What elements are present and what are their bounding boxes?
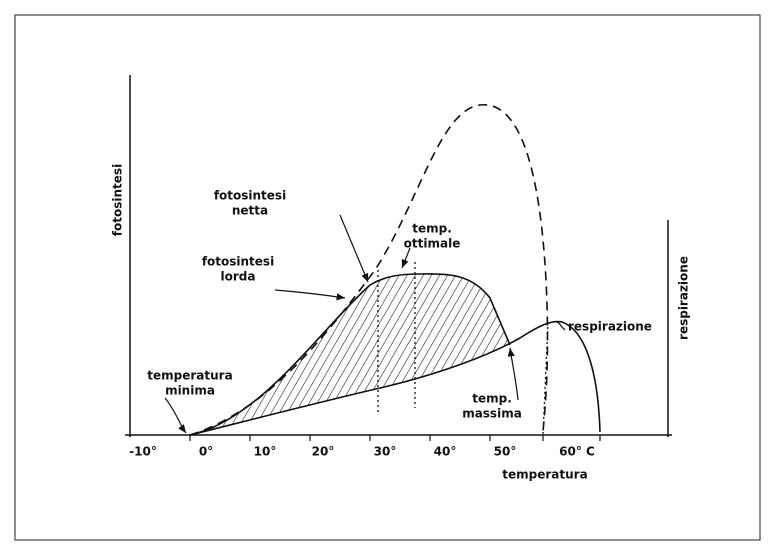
x-tick-labels: -10° 0° 10° 20° 30° 40° 50° 60° C <box>129 445 595 459</box>
frame <box>14 14 761 541</box>
y2-axis-label: respirazione <box>677 256 691 340</box>
label: netta <box>232 204 268 218</box>
y-axis-label: fotosintesi <box>111 164 125 236</box>
label: lorda <box>221 270 256 284</box>
pointer-lines <box>164 214 566 434</box>
label: fotosintesi <box>214 189 286 203</box>
label: massima <box>462 407 522 421</box>
net-photosynthesis-area <box>190 273 510 435</box>
label: respirazione <box>568 320 652 334</box>
x-tick-label: 60° C <box>559 445 595 459</box>
label: minima <box>165 384 215 398</box>
x-tick-label: 20° <box>312 445 335 459</box>
respiration-curve <box>189 320 601 436</box>
x-tick-label: 50° <box>494 445 517 459</box>
label: temp. <box>412 222 452 236</box>
label: temperatura <box>147 369 232 383</box>
x-ticks <box>189 435 601 441</box>
x-tick-label: 30° <box>374 445 397 459</box>
x-tick-label: -10° <box>129 445 157 459</box>
label: temp. <box>472 392 512 406</box>
x-tick-label: 0° <box>199 445 213 459</box>
x-axis-label: temperatura <box>502 468 587 482</box>
x-tick-label: 10° <box>254 445 277 459</box>
label: fotosintesi <box>202 255 274 269</box>
dotted-lines <box>377 262 549 436</box>
x-tick-label: 40° <box>434 445 457 459</box>
label: ottimale <box>404 237 461 251</box>
gross-photosynthesis-curve <box>189 104 549 436</box>
